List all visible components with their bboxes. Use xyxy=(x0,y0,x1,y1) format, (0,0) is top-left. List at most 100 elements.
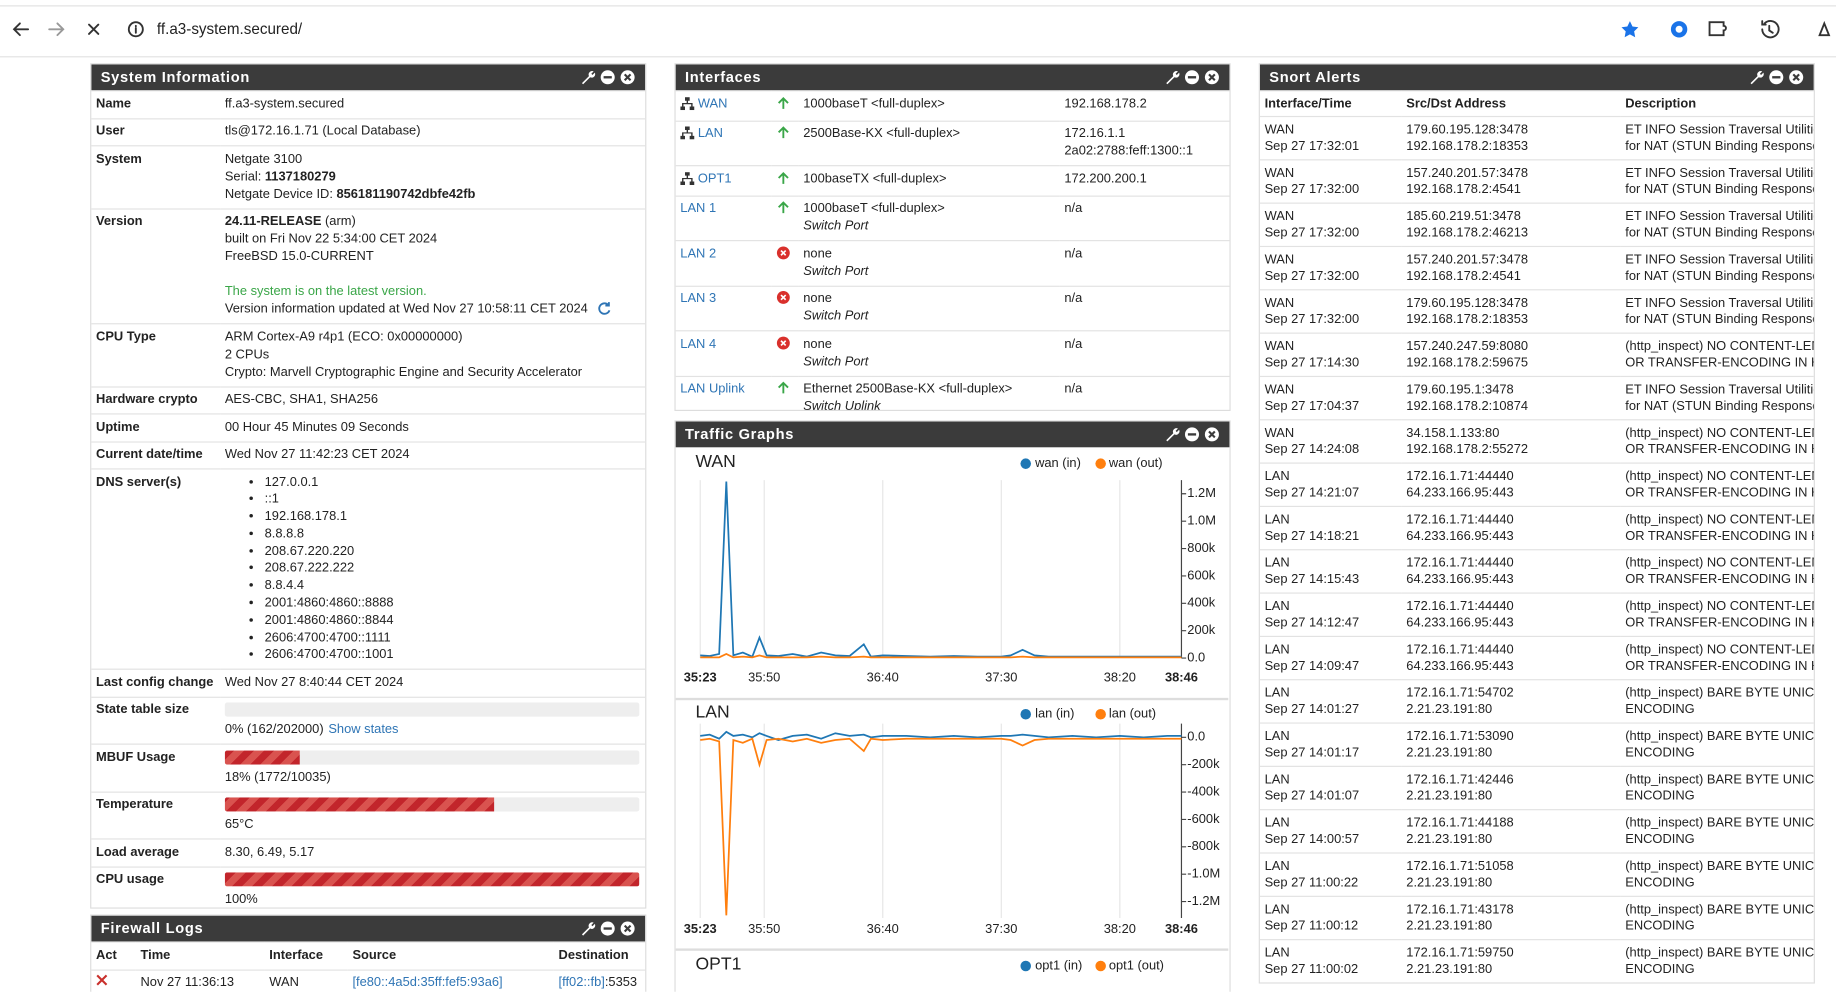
description: (http_inspect) BARE BYTE UNICODEENCODING xyxy=(1620,895,1814,940)
ip: n/a xyxy=(1064,381,1083,396)
interface-link[interactable]: LAN Uplink xyxy=(680,381,745,396)
extensions-button[interactable] xyxy=(1708,21,1727,37)
panel-controls[interactable] xyxy=(1164,69,1223,85)
desc-line: OR TRANSFER-ENCODING IN HTTP... xyxy=(1625,658,1814,673)
interface-row: LAN 3 none Switch Port n/a xyxy=(675,285,1230,331)
description: ET INFO Session Traversal Utilities for N… xyxy=(1620,245,1814,290)
panel-title: Snort Alerts xyxy=(1269,69,1361,86)
iface: WAN xyxy=(1264,382,1295,397)
dst: 2.21.23.191:80 xyxy=(1406,961,1493,976)
description: (http_inspect) BARE BYTE UNICODEENCODING xyxy=(1620,939,1814,983)
interface-link[interactable]: LAN 2 xyxy=(680,246,717,261)
value-line: AES-CBC, SHA1, SHA256 xyxy=(224,392,379,407)
stop-button[interactable] xyxy=(88,23,100,35)
x-tick-label: 37:30 xyxy=(985,669,1017,684)
line-strong: 24.11-RELEASE xyxy=(224,214,322,229)
time: Sep 27 14:24:08 xyxy=(1264,442,1360,457)
line-strong: 856181190742dbfe42fb xyxy=(336,186,476,201)
iface-time: WAN Sep 27 17:32:00 xyxy=(1259,159,1402,204)
interface-link[interactable]: LAN xyxy=(697,126,723,141)
iface-time: WAN Sep 27 17:14:30 xyxy=(1259,332,1402,377)
media-note: Switch Port xyxy=(803,354,869,369)
value-line: Crypto: Marvell Cryptographic Engine and… xyxy=(224,364,583,379)
dst: 64.233.166.95:443 xyxy=(1406,658,1514,673)
ip: n/a xyxy=(1064,291,1083,306)
media-text: 100baseTX <full-duplex> xyxy=(803,171,947,186)
dst: 2.21.23.191:80 xyxy=(1406,788,1493,803)
row-label: MBUF Usage xyxy=(91,743,221,792)
panel-controls[interactable] xyxy=(1164,426,1223,442)
description: (http_inspect) NO CONTENT-LENGTHOR TRANS… xyxy=(1620,592,1814,637)
desc-line: (http_inspect) BARE BYTE UNICODE xyxy=(1625,858,1815,873)
desc-line: OR TRANSFER-ENCODING IN HTTP... xyxy=(1625,355,1814,370)
link[interactable]: Show states xyxy=(328,722,399,737)
ip: n/a xyxy=(1064,246,1083,261)
panel-controls[interactable] xyxy=(580,69,639,85)
source-link[interactable]: [fe80::4a5d:35ff:fef5:93a6] xyxy=(352,975,503,990)
progress-fill xyxy=(224,872,640,887)
description: (http_inspect) NO CONTENT-LENGTHOR TRANS… xyxy=(1620,505,1814,550)
destination-link[interactable]: [ff02::fb] xyxy=(558,975,605,990)
media: Ethernet 2500Base-KX <full-duplex> Switch… xyxy=(798,375,1060,410)
network-icon xyxy=(680,126,695,140)
dns-server: 2606:4700:4700::1001 xyxy=(265,647,641,664)
history-button[interactable] xyxy=(1761,20,1780,39)
src: 172.16.1.71:51058 xyxy=(1406,858,1514,873)
address-bar[interactable]: ff.a3-system.secured/ xyxy=(156,19,303,38)
x-tick-label: 36:40 xyxy=(867,669,899,684)
iface-time: LAN Sep 27 11:00:22 xyxy=(1259,852,1402,897)
iface: LAN xyxy=(1264,468,1290,484)
iface-time: LAN Sep 27 14:09:47 xyxy=(1259,635,1402,680)
iface: LAN xyxy=(1264,815,1290,830)
row-value: Netgate 3100 Serial: 1137180279 Netgate Dev… xyxy=(220,145,646,209)
alert-row: WAN Sep 27 17:32:00 185.60.219.51:3478 192.… xyxy=(1259,202,1814,247)
alert-row: LAN Sep 27 14:21:07 172.16.1.71:44440 64.23… xyxy=(1259,462,1814,507)
bookmark-star[interactable] xyxy=(1621,21,1639,38)
interface-link[interactable]: LAN 3 xyxy=(680,291,717,306)
alert-row: WAN Sep 27 17:32:01 179.60.195.128:3478 192… xyxy=(1259,115,1814,160)
line-text: Version information updated at Wed Nov 2… xyxy=(224,302,588,317)
back-button[interactable] xyxy=(12,22,30,37)
src: 34.158.1.133:80 xyxy=(1406,425,1500,440)
info-row: User tls@172.16.1.71 (Local Database) xyxy=(91,117,646,146)
alert-row: LAN Sep 27 14:09:47 172.16.1.71:44440 64.23… xyxy=(1259,635,1814,680)
src: 172.16.1.71:53090 xyxy=(1406,728,1514,743)
panel-controls[interactable] xyxy=(580,920,639,936)
forward-button[interactable] xyxy=(48,22,65,37)
traffic-graph: WAN wan (in) wan (out) 35:23 35:50 36:40 37:30… xyxy=(675,451,1229,701)
iface: WAN xyxy=(1264,209,1295,224)
interface-link[interactable]: WAN xyxy=(697,96,728,111)
interface: WAN xyxy=(264,968,348,992)
iface-time: LAN Sep 27 14:00:57 xyxy=(1259,809,1402,854)
value-line: 2 CPUs xyxy=(224,347,270,362)
row-label: Name xyxy=(91,90,221,119)
value-line: Serial: 1137180279 xyxy=(225,168,641,186)
panel-controls[interactable] xyxy=(1748,69,1807,85)
info-row: Current date/time Wed Nov 27 11:42:23 CET… xyxy=(91,440,646,469)
src: 172.16.1.71:44440 xyxy=(1406,512,1514,527)
interface-link[interactable]: OPT1 xyxy=(697,171,732,186)
interface-link[interactable]: LAN 4 xyxy=(680,336,717,351)
refresh-icon[interactable] xyxy=(597,301,611,315)
time: Sep 27 14:00:57 xyxy=(1264,831,1360,846)
destination-port: :5353 xyxy=(604,975,638,990)
x-tick-label: 38:46 xyxy=(1165,921,1198,936)
interface-name: LAN Uplink xyxy=(675,375,772,410)
dst: 2.21.23.191:80 xyxy=(1406,701,1493,717)
addresses: 172.16.1.71:43178 2.21.23.191:80 xyxy=(1401,895,1621,940)
interface-link[interactable]: LAN 1 xyxy=(680,201,717,216)
ip: 2a02:2788:feff:1300::1 xyxy=(1064,144,1194,159)
src: 157.240.201.57:3478 xyxy=(1406,165,1529,180)
site-info[interactable] xyxy=(127,21,144,38)
dst: 192.168.178.2:55272 xyxy=(1406,442,1529,457)
profile-button[interactable] xyxy=(1818,20,1831,37)
up-arrow xyxy=(777,126,789,139)
dns-server: 8.8.8.8 xyxy=(265,526,641,543)
panel-title: System Information xyxy=(100,69,250,86)
x-tick-label: 35:23 xyxy=(684,921,717,936)
desc-line: ENCODING xyxy=(1625,701,1695,717)
alert-row: LAN Sep 27 11:00:12 172.16.1.71:43178 2.21.… xyxy=(1259,895,1814,940)
legend-swatch xyxy=(1095,708,1106,720)
dst: 192.168.178.2:46213 xyxy=(1406,225,1529,240)
